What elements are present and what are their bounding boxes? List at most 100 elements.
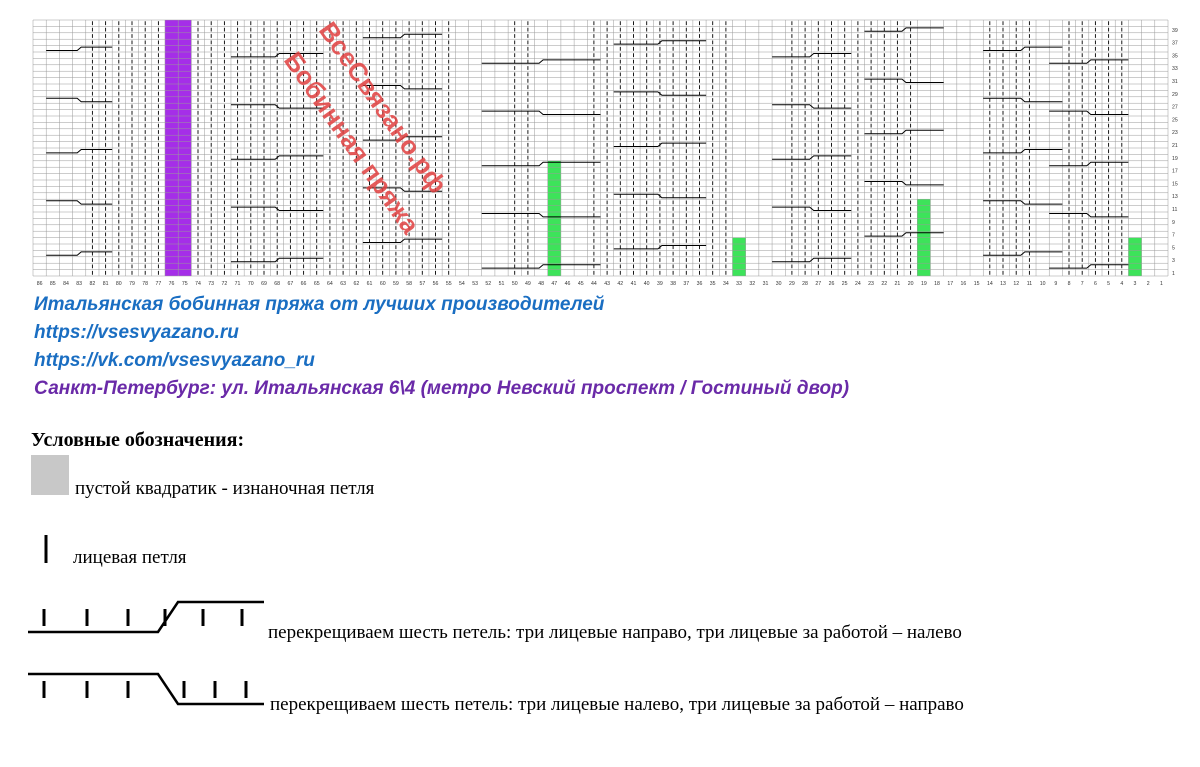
cable-cross-mark (231, 257, 324, 263)
column-number-label: 15 (974, 281, 980, 287)
knit-stitch-marks (91, 21, 1123, 275)
row-number-label: 33 (1172, 66, 1178, 72)
column-number-label: 31 (763, 281, 769, 287)
column-number-label: 72 (221, 281, 227, 287)
column-number-label: 19 (921, 281, 927, 287)
column-number-label: 77 (155, 281, 161, 287)
row-number-label: 17 (1172, 169, 1178, 175)
cable-cross-mark (481, 264, 601, 269)
column-number-label: 28 (802, 281, 808, 287)
column-number-label: 27 (815, 281, 821, 287)
info-vk-link[interactable]: https://vk.com/vsesvyazano_ru (34, 350, 315, 371)
cable-cross-mark (864, 129, 944, 135)
cable-cross-mark (772, 257, 852, 263)
row-number-label: 15 (1172, 181, 1178, 187)
column-number-label: 18 (934, 281, 940, 287)
column-number-label: 45 (578, 281, 584, 287)
cable-cross-mark (613, 40, 707, 45)
column-number-label: 54 (459, 281, 465, 287)
info-address: Санкт-Петербург: ул. Итальянская 6\4 (ме… (34, 378, 850, 399)
row-number-label: 27 (1172, 105, 1178, 111)
cable-cross-mark (362, 136, 443, 141)
column-number-label: 84 (63, 281, 69, 287)
column-number-label: 64 (327, 281, 333, 287)
column-number-label: 8 (1068, 281, 1071, 287)
column-number-label: 17 (947, 281, 953, 287)
cable-cross-mark (481, 110, 601, 115)
column-number-label: 21 (895, 281, 901, 287)
legend-knit-text: лицевая петля (73, 547, 187, 568)
column-number-label: 81 (103, 281, 109, 287)
cable-cross-mark (46, 200, 113, 205)
column-number-label: 76 (169, 281, 175, 287)
row-number-label: 11 (1172, 207, 1177, 213)
column-number-label: 50 (512, 281, 518, 287)
cable-cross-mark (46, 149, 113, 154)
column-number-label: 71 (235, 281, 241, 287)
cable-cross-mark (864, 78, 944, 83)
column-number-label: 62 (353, 281, 359, 287)
cable-cross-mark (1049, 213, 1129, 218)
row-number-label: 35 (1172, 53, 1178, 59)
column-number-label: 73 (208, 281, 214, 287)
info-shop-line: Итальянская бобинная пряжа от лучших про… (34, 294, 605, 315)
column-number-label: 36 (697, 281, 703, 287)
knitting-chart: 86 85 84 83 82 81 80 79 78 77 76 75 74 73 72 71 70 69 68 67… (32, 16, 1178, 287)
cable-cross-mark (613, 142, 707, 147)
column-number-label: 58 (406, 281, 412, 287)
column-number-label: 80 (116, 281, 122, 287)
column-number-label: 12 (1013, 281, 1019, 287)
cable-cross-mark (613, 193, 707, 199)
column-number-label: 37 (683, 281, 689, 287)
cable-cross-mark (1049, 110, 1129, 115)
cable-cross-mark (864, 181, 944, 186)
cable-cross-mark (983, 97, 1063, 103)
column-number-label: 41 (631, 281, 637, 287)
cable-cross-mark (772, 104, 852, 109)
column-number-label: 66 (301, 281, 307, 287)
column-number-label: 11 (1027, 281, 1032, 287)
column-number-label: 40 (644, 281, 650, 287)
cable-cross-mark (231, 155, 324, 160)
column-number-label: 34 (723, 281, 729, 287)
row-number-label: 9 (1172, 220, 1175, 226)
column-number-label: 68 (274, 281, 280, 287)
column-number-label: 43 (604, 281, 610, 287)
column-number-label: 23 (868, 281, 874, 287)
column-number-label: 30 (776, 281, 782, 287)
column-number-label: 74 (195, 281, 201, 287)
column-number-label: 65 (314, 281, 320, 287)
cable-cross-mark (362, 238, 443, 243)
purl-square-icon (31, 455, 69, 495)
info-website-link[interactable]: https://vsesvyazano.ru (34, 322, 239, 343)
column-number-label: 10 (1040, 281, 1046, 287)
cable-cross-mark (1049, 161, 1129, 167)
cable-cross-mark (46, 46, 113, 51)
column-number-label: 55 (446, 281, 452, 287)
column-number-label: 48 (538, 281, 544, 287)
row-number-label: 37 (1172, 41, 1178, 47)
legend-cross-right-text: перекрещиваем шесть петель: три лицевые … (268, 622, 962, 643)
cable-cross-mark (772, 53, 852, 58)
column-number-label: 42 (617, 281, 623, 287)
cable-cross-mark (772, 155, 852, 160)
column-number-label: 67 (287, 281, 293, 287)
column-number-label: 46 (565, 281, 571, 287)
row-number-label: 25 (1172, 117, 1178, 123)
column-number-label: 2 (1147, 281, 1150, 287)
column-number-label: 26 (829, 281, 835, 287)
column-number-label: 14 (987, 281, 993, 287)
row-number-label: 23 (1172, 130, 1178, 136)
column-number-label: 24 (855, 281, 861, 287)
cable-cross-mark (1049, 264, 1129, 269)
column-number-label: 83 (76, 281, 82, 287)
cable-cross-mark (46, 97, 113, 103)
row-number-label: 3 (1172, 258, 1175, 264)
row-number-label: 1 (1172, 271, 1175, 277)
row-number-label: 29 (1172, 92, 1178, 98)
knit-stitch-icon (44, 535, 48, 563)
row-number-label: 13 (1172, 194, 1178, 200)
column-number-label: 70 (248, 281, 254, 287)
cable-cross-mark (481, 161, 601, 167)
row-number-label: 19 (1172, 156, 1178, 162)
